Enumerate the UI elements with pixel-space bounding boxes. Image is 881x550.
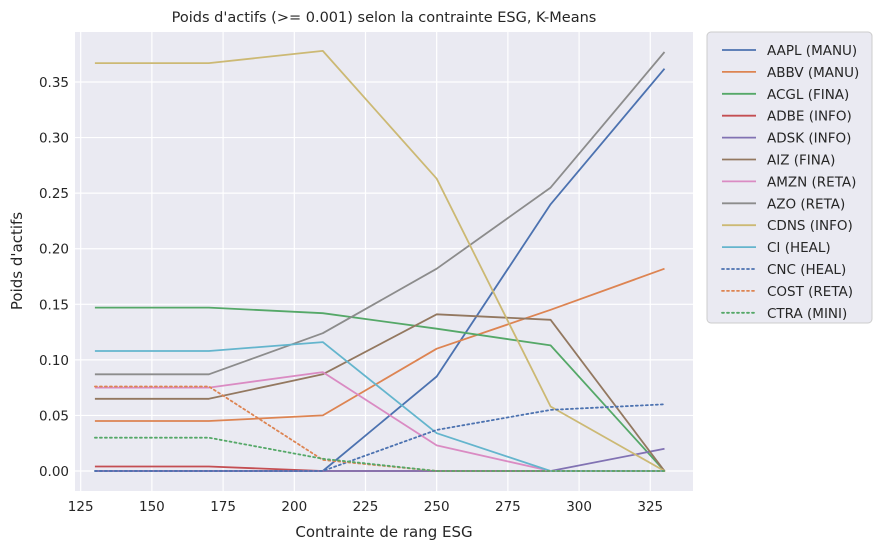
chart-title: Poids d'actifs (>= 0.001) selon la contr… [172, 10, 597, 26]
series-line-12 [94, 436, 666, 472]
y-tick-label: 0.25 [39, 186, 69, 202]
x-tick-label: 275 [495, 499, 521, 515]
legend-label-12: CTRA (MINI) [767, 306, 847, 322]
legend-label-9: CI (HEAL) [767, 240, 831, 256]
series-layer [94, 50, 666, 472]
x-axis-ticks: 125 150 175 200 225 250 275 300 325 [68, 499, 663, 515]
plot-area [75, 32, 693, 491]
legend-label-1: ABBV (MANU) [767, 65, 859, 81]
legend-label-5: AIZ (FINA) [767, 153, 835, 169]
series-line-2 [94, 306, 666, 472]
y-axis-title: Poids d'actifs [8, 212, 26, 310]
series-line-10 [94, 403, 666, 472]
y-tick-label: 0.20 [39, 242, 69, 258]
x-axis-title: Contrainte de rang ESG [295, 523, 472, 541]
series-line-8 [94, 50, 665, 472]
legend-label-11: COST (RETA) [767, 284, 853, 300]
y-tick-label: 0.05 [39, 408, 69, 424]
x-tick-label: 150 [139, 499, 165, 515]
legend-label-6: AMZN (RETA) [767, 174, 856, 190]
legend-frame [706, 31, 873, 324]
grid [75, 32, 693, 491]
legend-label-2: ACGL (FINA) [767, 87, 849, 103]
legend-label-4: ADSK (INFO) [767, 131, 851, 147]
y-tick-label: 0.10 [39, 353, 69, 369]
legend-label-7: AZO (RETA) [767, 196, 845, 212]
series-line-5 [94, 313, 666, 472]
x-tick-label: 250 [424, 499, 450, 515]
legend: AAPL (MANU) ABBV (MANU) ACGL (FINA) ADBE (I… [706, 31, 873, 324]
x-tick-label: 175 [210, 499, 236, 515]
y-tick-label: 0.35 [39, 75, 69, 91]
y-axis-ticks: 0.00 0.05 0.10 0.15 0.20 0.25 0.30 0.35 [39, 75, 69, 480]
y-tick-label: 0.15 [39, 297, 69, 313]
series-line-7 [94, 51, 666, 376]
x-tick-label: 300 [566, 499, 592, 515]
legend-label-10: CNC (HEAL) [767, 262, 846, 278]
x-tick-label: 225 [353, 499, 379, 515]
x-tick-label: 125 [68, 499, 94, 515]
x-tick-label: 200 [281, 499, 307, 515]
legend-label-3: ADBE (INFO) [767, 109, 852, 125]
series-line-1 [94, 267, 665, 422]
y-tick-label: 0.00 [39, 464, 69, 480]
legend-label-8: CDNS (INFO) [767, 218, 853, 234]
legend-label-0: AAPL (MANU) [767, 43, 857, 59]
x-tick-label: 325 [637, 499, 663, 515]
y-tick-label: 0.30 [39, 131, 69, 147]
